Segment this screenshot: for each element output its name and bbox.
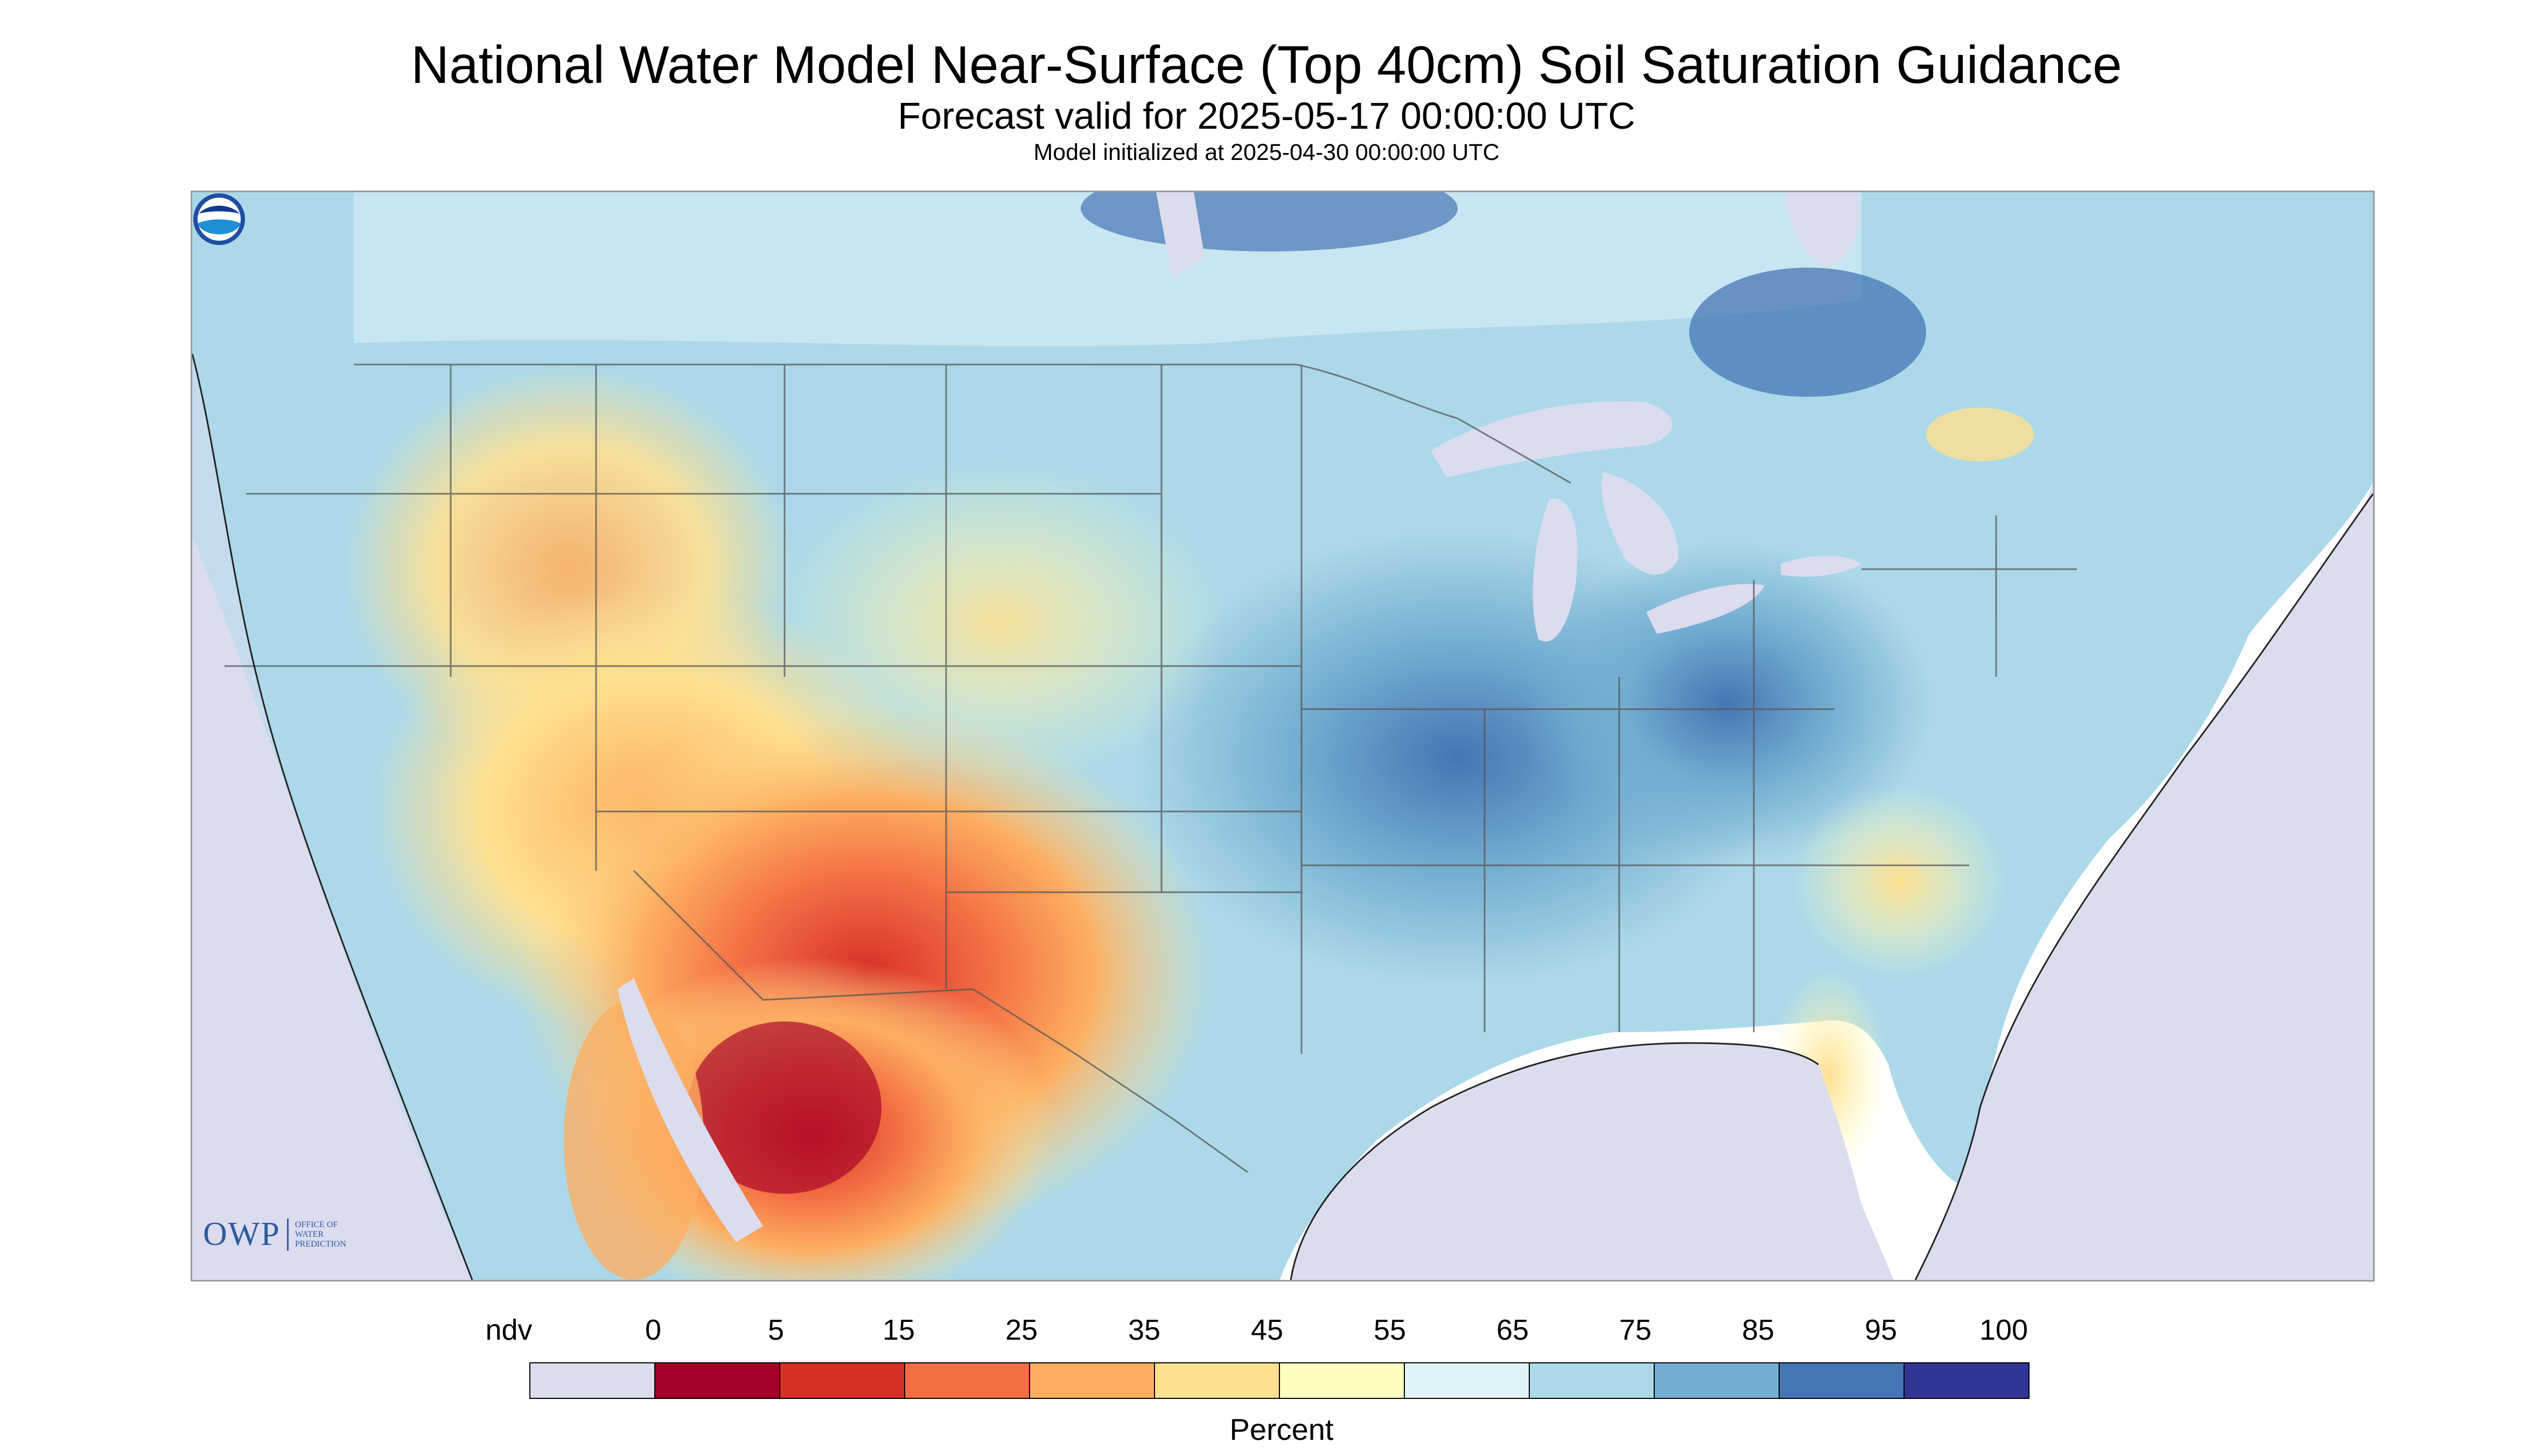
map-canvas xyxy=(192,192,2373,1280)
owp-logo-subtext: Office of Water Prediction xyxy=(295,1220,346,1249)
dry-region-chihuahua xyxy=(688,1021,881,1194)
gulf-of-california xyxy=(618,978,763,1242)
canada-light-band xyxy=(354,192,1862,346)
james-bay xyxy=(1786,192,1860,268)
forecast-valid-time: Forecast valid for 2025-05-17 00:00:00 U… xyxy=(898,95,1635,137)
wet-region-ohio xyxy=(1522,542,1932,865)
coastline-atlantic xyxy=(1914,493,2373,1280)
legend-label: 0 xyxy=(645,1314,662,1346)
lake-huron xyxy=(1601,472,1678,575)
legend-label: 35 xyxy=(1128,1314,1161,1346)
coastline-pacific xyxy=(192,353,473,1280)
coastline-gulf xyxy=(1290,1042,1819,1280)
legend-label: 55 xyxy=(1373,1314,1407,1346)
legend-color-boxes xyxy=(529,1362,2030,1399)
owp-logo-text: OWP xyxy=(203,1216,281,1252)
legend-label: 25 xyxy=(1005,1314,1038,1346)
legend-swatch-ndv xyxy=(529,1362,655,1399)
soil-saturation-map: OWP Office of Water Prediction NOAA xyxy=(191,191,2375,1282)
border-lines xyxy=(225,363,2077,1173)
legend-label: 45 xyxy=(1250,1314,1284,1346)
legend-label: 95 xyxy=(1864,1314,1898,1346)
owp-logo: OWP Office of Water Prediction xyxy=(203,1215,346,1254)
legend-label: 85 xyxy=(1741,1314,1775,1346)
lake-ontario xyxy=(1781,556,1862,577)
lake-winnipeg xyxy=(1156,192,1205,278)
dry-region-carolinas xyxy=(1792,785,2007,978)
legend-swatch xyxy=(1904,1362,2030,1399)
legend-swatch xyxy=(1654,1362,1780,1399)
noaa-logo-text: NOAA xyxy=(208,210,230,219)
owp-logo-divider xyxy=(286,1218,289,1251)
dry-region-quebec xyxy=(1926,408,2034,461)
legend-swatch xyxy=(1279,1362,1405,1399)
legend-swatch xyxy=(1529,1362,1655,1399)
map-title: National Water Model Near-Surface (Top 4… xyxy=(411,35,2122,94)
legend-label-ndv: ndv xyxy=(485,1314,533,1346)
lake-erie xyxy=(1646,584,1765,634)
legend-unit-label: Percent xyxy=(1229,1412,1334,1446)
lake-superior xyxy=(1431,401,1673,478)
legend-swatch xyxy=(654,1362,780,1399)
legend-label: 65 xyxy=(1496,1314,1529,1346)
legend-swatch xyxy=(1404,1362,1530,1399)
legend-swatch xyxy=(779,1362,905,1399)
legend-swatch xyxy=(1779,1362,1905,1399)
legend-swatch xyxy=(904,1362,1030,1399)
legend-label: 75 xyxy=(1619,1314,1652,1346)
lake-michigan xyxy=(1533,498,1578,642)
legend-label: 5 xyxy=(767,1314,785,1346)
model-init-time: Model initialized at 2025-04-30 00:00:00… xyxy=(1033,139,1500,165)
legend-label: 15 xyxy=(882,1314,915,1346)
legend-label: 100 xyxy=(1979,1314,2028,1346)
wet-region-hudson xyxy=(1689,268,1926,397)
noaa-logo: NOAA xyxy=(193,193,245,245)
atlantic-ocean xyxy=(1915,494,2373,1280)
color-legend: ndv 0 5 15 25 35 45 55 65 75 85 95 100 P… xyxy=(485,1314,2033,1448)
legend-swatch xyxy=(1154,1362,1280,1399)
legend-swatch xyxy=(1029,1362,1155,1399)
pacific-ocean xyxy=(192,354,472,1280)
dry-region-plains xyxy=(774,461,1226,785)
